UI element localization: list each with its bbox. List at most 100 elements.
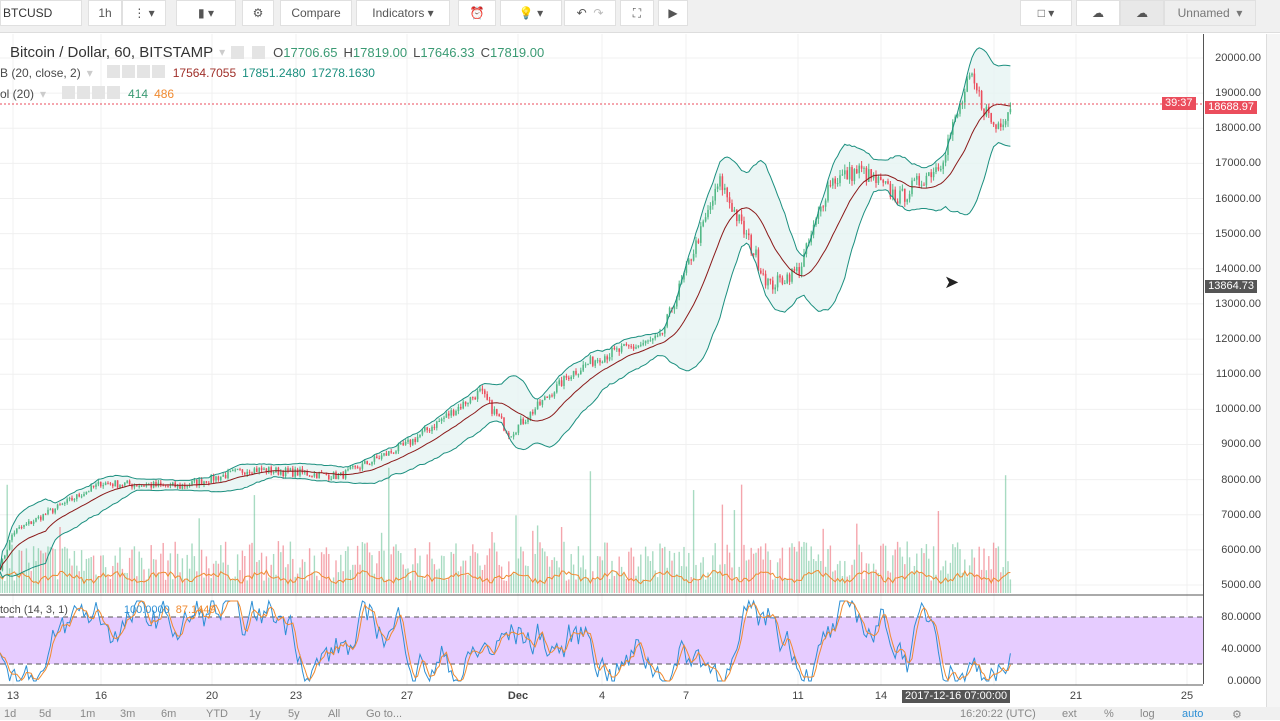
stoch-d-value: 87.1449 (175, 604, 216, 616)
goto-button[interactable]: Go to... (366, 708, 403, 720)
load-layout-button[interactable]: ☁ (1076, 0, 1120, 26)
price-axis[interactable]: 20000.00 19000.00 18000.00 17000.00 16000.00… (1203, 34, 1263, 687)
interval-button[interactable]: 1h (88, 0, 122, 26)
candle-body (409, 439, 412, 445)
candle-body (474, 397, 476, 400)
candle-body (397, 444, 400, 452)
gear-icon[interactable] (121, 65, 135, 78)
candle-body (253, 468, 256, 474)
log-toggle[interactable]: log (1140, 708, 1155, 720)
top-toolbar: BTCUSD 1h ⋮ ▾ ▮ ▾ ⚙ Compare Indicators ▾… (0, 0, 1280, 33)
range-5y[interactable]: 5y (288, 708, 300, 720)
ext-toggle[interactable]: ext (1062, 708, 1077, 720)
symbol-search[interactable]: BTCUSD (0, 0, 82, 26)
candle-body (421, 430, 424, 435)
color-picker[interactable]: □ ▾ (1020, 0, 1072, 26)
candle-body (824, 200, 827, 207)
candle-body (392, 452, 395, 454)
range-1y[interactable]: 1y (249, 708, 261, 720)
candle-body (35, 518, 37, 522)
price-tick: 6000.00 (1221, 543, 1261, 556)
candle-body (913, 179, 916, 181)
candle-body (83, 494, 85, 497)
candle-body (80, 496, 83, 498)
candle-body (44, 514, 47, 516)
time-tick: 16 (94, 690, 108, 702)
candle-body (311, 476, 313, 478)
candle-body (496, 409, 498, 415)
range-1m[interactable]: 1m (80, 708, 96, 720)
ideas-button[interactable]: 💡 ▾ (500, 0, 562, 26)
auto-toggle[interactable]: auto (1182, 708, 1204, 720)
gear-icon[interactable] (77, 86, 91, 99)
close-icon[interactable] (107, 86, 121, 99)
candle-body (380, 455, 383, 459)
layout-name-button[interactable]: Unnamed ▾ (1164, 0, 1256, 26)
compare-button[interactable]: Compare (280, 0, 352, 26)
candle-body (491, 400, 493, 414)
save-layout-button[interactable]: ☁ (1120, 0, 1164, 26)
candle-body (863, 167, 865, 169)
candle-body (587, 363, 589, 365)
candle-body (325, 472, 328, 476)
candle-body (112, 484, 114, 487)
candle-body (973, 73, 976, 84)
layout-name: Unnamed (1177, 6, 1230, 20)
undo-icon[interactable]: ↶ (576, 6, 587, 20)
range-all[interactable]: All (328, 708, 341, 720)
candle-body (30, 521, 32, 524)
candle-body (692, 253, 695, 261)
range-1d[interactable]: 1d (4, 708, 17, 720)
candle-body (4, 555, 6, 559)
range-ytd[interactable]: YTD (206, 708, 228, 720)
chevron-down-icon[interactable]: ▾ (219, 45, 226, 59)
candle-body (176, 484, 179, 488)
chart-style-button[interactable]: ▮ ▾ (176, 0, 236, 26)
candle-body (920, 184, 923, 186)
candle-body (332, 471, 335, 479)
square-icon: □ ▾ (1037, 6, 1055, 20)
candle-body (978, 90, 980, 92)
candle-body (472, 397, 474, 399)
candle-body (858, 165, 860, 174)
gear-icon[interactable] (252, 45, 266, 59)
settings-button[interactable]: ⚙ (242, 0, 274, 26)
undo-redo[interactable]: ↶ ↷ (564, 0, 616, 26)
candle-body (215, 476, 217, 481)
indicators-button[interactable]: Indicators ▾ (356, 0, 450, 26)
stoch-tick: 0.0000 (1227, 675, 1261, 687)
gear-icon[interactable]: ⚙ (1232, 709, 1242, 721)
candle-body (620, 346, 623, 352)
range-3m[interactable]: 3m (120, 708, 136, 720)
percent-toggle[interactable]: % (1104, 708, 1114, 720)
eye-icon[interactable] (231, 45, 245, 59)
candle-body (296, 469, 299, 476)
range-5d[interactable]: 5d (39, 708, 52, 720)
replay-button[interactable]: ▶ (658, 0, 688, 26)
right-sidebar[interactable] (1266, 34, 1280, 707)
eye-icon[interactable] (106, 65, 120, 78)
candle-body (378, 458, 380, 460)
candle-body (964, 91, 966, 103)
candle-body (126, 480, 128, 483)
candle-body (644, 340, 647, 344)
candle-body (558, 380, 560, 385)
candle-body (613, 347, 616, 350)
candle-body (971, 73, 973, 76)
price-chart[interactable] (0, 0, 1203, 707)
candle-body (66, 499, 68, 503)
plus-icon[interactable] (92, 86, 106, 99)
candle-body (937, 167, 940, 170)
eye-icon[interactable] (62, 86, 76, 99)
fullscreen-button[interactable]: ⛶ (620, 0, 654, 26)
candle-body (476, 390, 479, 400)
redo-icon[interactable]: ↷ (593, 6, 604, 20)
range-6m[interactable]: 6m (161, 708, 177, 720)
close-icon[interactable] (151, 65, 165, 78)
plus-icon[interactable] (136, 65, 150, 78)
candle-body (760, 270, 762, 274)
candle-body (198, 479, 200, 486)
interval-dropdown[interactable]: ⋮ ▾ (122, 0, 166, 26)
alert-button[interactable]: ⏰ (458, 0, 496, 26)
candle-body (896, 201, 899, 204)
